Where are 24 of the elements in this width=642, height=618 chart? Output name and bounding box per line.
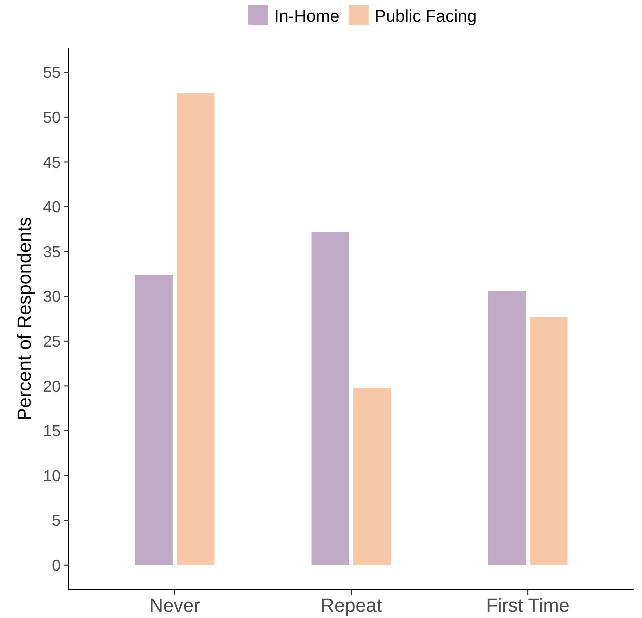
- y-axis-title: Percent of Respondents: [15, 217, 36, 421]
- bar: [176, 93, 215, 566]
- y-tick-label: 0: [52, 558, 62, 575]
- y-tick-label: 20: [43, 378, 62, 396]
- legend-label: Public Facing: [374, 6, 477, 26]
- y-tick-label: 10: [43, 468, 62, 486]
- y-tick-label: 35: [43, 244, 62, 262]
- x-tick-label: Repeat: [320, 596, 383, 617]
- bar: [354, 388, 392, 566]
- y-tick-label: 30: [43, 289, 62, 306]
- y-tick-label: 55: [43, 65, 62, 82]
- legend-label: In-Home: [274, 6, 340, 26]
- y-tick-label: 25: [43, 334, 62, 351]
- y-tick-label: 40: [43, 200, 62, 217]
- y-tick-label: 5: [52, 513, 62, 530]
- bar: [312, 232, 350, 566]
- bar: [135, 275, 173, 566]
- y-tick-label: 15: [43, 424, 62, 441]
- x-tick-label: Never: [150, 596, 201, 617]
- x-tick-label: First Time: [486, 596, 570, 617]
- bar: [488, 291, 526, 566]
- bar: [530, 317, 568, 566]
- y-tick-label: 45: [43, 154, 62, 172]
- y-tick-label: 50: [43, 110, 62, 128]
